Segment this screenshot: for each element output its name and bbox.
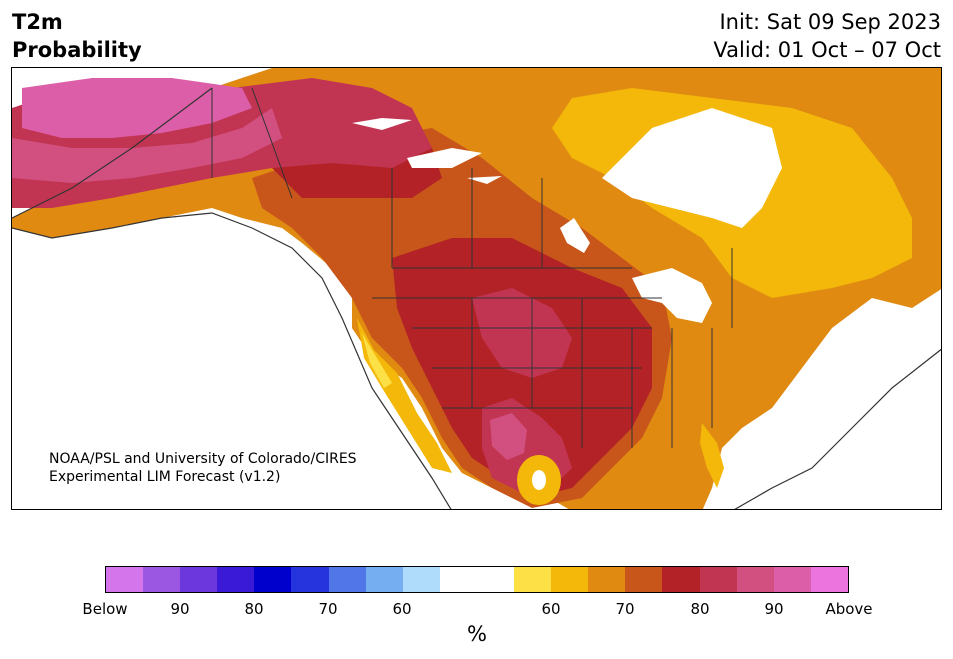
colorbar-cell	[291, 567, 329, 592]
map-title: T2m Probability	[12, 8, 142, 64]
colorbar-tick-label: 60	[541, 600, 561, 618]
pacific-ocean	[12, 213, 451, 509]
colorbar-unit: %	[467, 622, 487, 646]
colorbar-cell	[180, 567, 218, 592]
colorbar-tick-label: 80	[690, 600, 710, 618]
title-variable: T2m	[12, 10, 63, 34]
region-50-mexico-spot	[532, 470, 546, 490]
coastline	[12, 87, 941, 509]
credit-line-1: NOAA/PSL and University of Colorado/CIRE…	[49, 451, 357, 467]
region-60-florida	[700, 423, 724, 488]
lake-winnipeg	[560, 218, 590, 253]
probability-map-svg	[12, 68, 941, 509]
credit-line-2: Experimental LIM Forecast (v1.2)	[49, 469, 281, 485]
colorbar-cell	[810, 567, 848, 592]
colorbar-cell	[773, 567, 811, 592]
region-60-light	[362, 333, 392, 388]
colorbar-cell	[736, 567, 774, 592]
colorbar-tick-label: 70	[318, 600, 338, 618]
great-slave-lake	[407, 148, 482, 168]
colorbar-cell	[254, 567, 292, 592]
colorbar-cell	[699, 567, 737, 592]
region-60-west-coast	[357, 318, 452, 473]
valid-range: Valid: 01 Oct – 07 Oct	[713, 38, 941, 62]
colorbar-cell	[514, 567, 552, 592]
colorbar-tick-label: Below	[82, 600, 128, 618]
colorbar-tick-label: 80	[244, 600, 264, 618]
forecast-map	[11, 67, 942, 510]
political-boundaries	[211, 87, 733, 448]
colorbar-cell	[143, 567, 181, 592]
map-credit: NOAA/PSL and University of Colorado/CIRE…	[49, 450, 357, 486]
region-85-rockies	[472, 288, 572, 378]
atlantic-gulf	[735, 349, 941, 509]
region-90-mexico	[490, 413, 527, 460]
lake-athabasca	[467, 176, 502, 184]
colorbar-tick-label: 60	[392, 600, 412, 618]
init-date: Init: Sat 09 Sep 2023	[719, 10, 941, 34]
forecast-dates: Init: Sat 09 Sep 2023 Valid: 01 Oct – 07…	[713, 8, 941, 64]
region-above-alaska	[22, 78, 252, 138]
colorbar-cell	[106, 567, 144, 592]
colorbar-cell	[365, 567, 403, 592]
great-lakes	[632, 268, 712, 323]
colorbar-cell	[439, 567, 477, 592]
region-90-alaska	[12, 108, 282, 183]
great-bear-lake	[352, 118, 412, 130]
colorbar-cell	[476, 567, 515, 592]
colorbar-cell	[588, 567, 626, 592]
colorbar-tick-label: 70	[615, 600, 635, 618]
colorbar-cell	[402, 567, 440, 592]
colorbar-tick-label: 90	[764, 600, 784, 618]
colorbar-cell	[551, 567, 589, 592]
colorbar-tick-label: 90	[170, 600, 190, 618]
colorbar-tick-label: Above	[825, 600, 873, 618]
hudson-bay	[602, 108, 782, 228]
probability-colorbar	[105, 566, 849, 593]
colorbar-cell	[217, 567, 255, 592]
colorbar-cell	[662, 567, 700, 592]
title-quantity: Probability	[12, 38, 142, 62]
colorbar-cell	[328, 567, 366, 592]
colorbar-cell	[625, 567, 663, 592]
